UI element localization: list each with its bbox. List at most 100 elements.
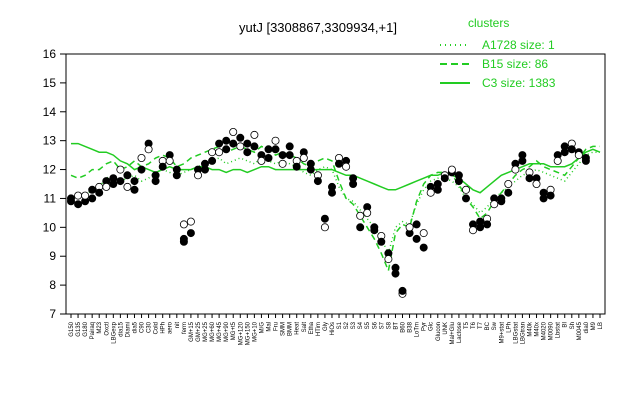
x-tick-label: BI <box>563 322 569 328</box>
x-tick-label: MG+45 <box>217 321 223 342</box>
data-point <box>370 226 379 235</box>
data-point <box>88 185 97 194</box>
data-point <box>151 177 160 186</box>
x-tick-label: ferm <box>182 322 188 334</box>
data-point <box>158 162 167 171</box>
x-tick-label: S4 <box>358 321 364 329</box>
y-tick-label: 16 <box>43 47 57 61</box>
x-tick-label: Glucon <box>436 322 442 341</box>
x-tick-label: MG+150 <box>245 321 251 345</box>
data-point <box>320 214 329 223</box>
y-tick-label: 13 <box>43 134 57 148</box>
data-point <box>67 197 76 206</box>
x-tick-label: Diami <box>125 322 131 337</box>
data-point <box>179 220 188 229</box>
y-tick-label: 7 <box>49 307 56 321</box>
data-point <box>377 237 386 246</box>
data-point <box>102 182 111 191</box>
x-tick-label: HiOs <box>330 322 336 335</box>
data-point <box>165 156 174 165</box>
data-point <box>483 220 492 229</box>
data-point <box>236 133 245 142</box>
data-point <box>130 185 139 194</box>
y-tick-label: 9 <box>49 249 56 263</box>
data-point <box>285 151 294 160</box>
x-tick-label: Sh <box>570 322 576 329</box>
data-point <box>229 127 238 136</box>
data-point <box>271 145 280 154</box>
x-tick-label: T6 <box>471 321 477 329</box>
data-point <box>116 177 125 186</box>
data-point <box>567 145 576 154</box>
legend: clusters A1728 size: 1 B15 size: 86 C3 s… <box>440 16 556 90</box>
y-tick-label: 12 <box>43 163 57 177</box>
data-point <box>511 165 520 174</box>
data-point <box>327 182 336 191</box>
data-point <box>137 165 146 174</box>
data-point <box>405 223 414 232</box>
x-tick-label: S2 <box>344 321 350 329</box>
data-point <box>518 156 527 165</box>
data-point <box>123 182 132 191</box>
x-tick-label: M0045 <box>577 321 583 340</box>
x-tick-label: S3 <box>351 321 357 329</box>
x-tick-label: M23 <box>97 321 103 333</box>
data-point <box>299 153 308 162</box>
data-point <box>186 217 195 226</box>
x-tick-label: BC <box>485 321 491 330</box>
x-tick-label: M40k <box>527 321 533 337</box>
x-tick-label: MG+120 <box>238 321 244 345</box>
data-point <box>334 159 343 168</box>
x-tick-label: LBGtran <box>520 322 526 344</box>
x-tick-label: LPh <box>506 322 512 333</box>
data-point <box>363 208 372 217</box>
y-tick-label: 15 <box>43 76 57 90</box>
x-tick-label: M4020 <box>542 321 548 340</box>
x-tick-label: MG+10 <box>252 321 258 342</box>
data-point <box>412 220 421 229</box>
data-point <box>419 243 428 252</box>
x-tick-label: S7 <box>379 321 385 329</box>
x-tick-label: aero <box>168 321 174 334</box>
data-point <box>130 177 139 186</box>
data-point <box>229 139 238 148</box>
data-point <box>81 191 90 200</box>
data-point <box>504 179 513 188</box>
data-point <box>313 177 322 186</box>
x-tick-label: S1 <box>337 321 343 329</box>
x-tick-label: Heat <box>295 322 301 335</box>
data-point <box>236 142 245 151</box>
x-tick-label: Pyr <box>422 322 428 331</box>
data-point <box>264 153 273 162</box>
x-tick-label: Mal <box>266 322 272 332</box>
x-tick-label: T7 <box>478 321 484 329</box>
data-point <box>342 162 351 171</box>
x-tick-label: GM+15 <box>189 321 195 342</box>
data-point <box>186 229 195 238</box>
x-tick-label: Sw <box>492 321 498 330</box>
data-point <box>208 156 217 165</box>
data-point <box>215 148 224 157</box>
data-point <box>440 174 449 183</box>
x-tick-label: C90 <box>140 321 146 333</box>
data-point <box>476 217 485 226</box>
x-tick-label: MG+t5 <box>231 321 237 340</box>
y-tick-label: 10 <box>43 220 57 234</box>
x-tick-label: Lactose <box>457 321 463 343</box>
data-point <box>116 165 125 174</box>
x-tick-label: dia0 <box>584 321 590 333</box>
x-tick-label: dia5 <box>132 321 138 333</box>
x-tick-label: B38 <box>408 321 414 332</box>
data-point <box>88 194 97 203</box>
x-tick-label: Glc <box>429 322 435 331</box>
data-point <box>433 185 442 194</box>
data-point <box>271 136 280 145</box>
data-point <box>574 151 583 160</box>
data-point <box>391 269 400 278</box>
x-tick-label: M40x <box>535 322 541 337</box>
x-tick-label: Fru <box>274 322 280 331</box>
legend-label-c3: C3 size: 1383 <box>482 76 556 90</box>
chart-title: yutJ [3308867,3309934,+1] <box>239 20 397 35</box>
data-point <box>490 200 499 209</box>
